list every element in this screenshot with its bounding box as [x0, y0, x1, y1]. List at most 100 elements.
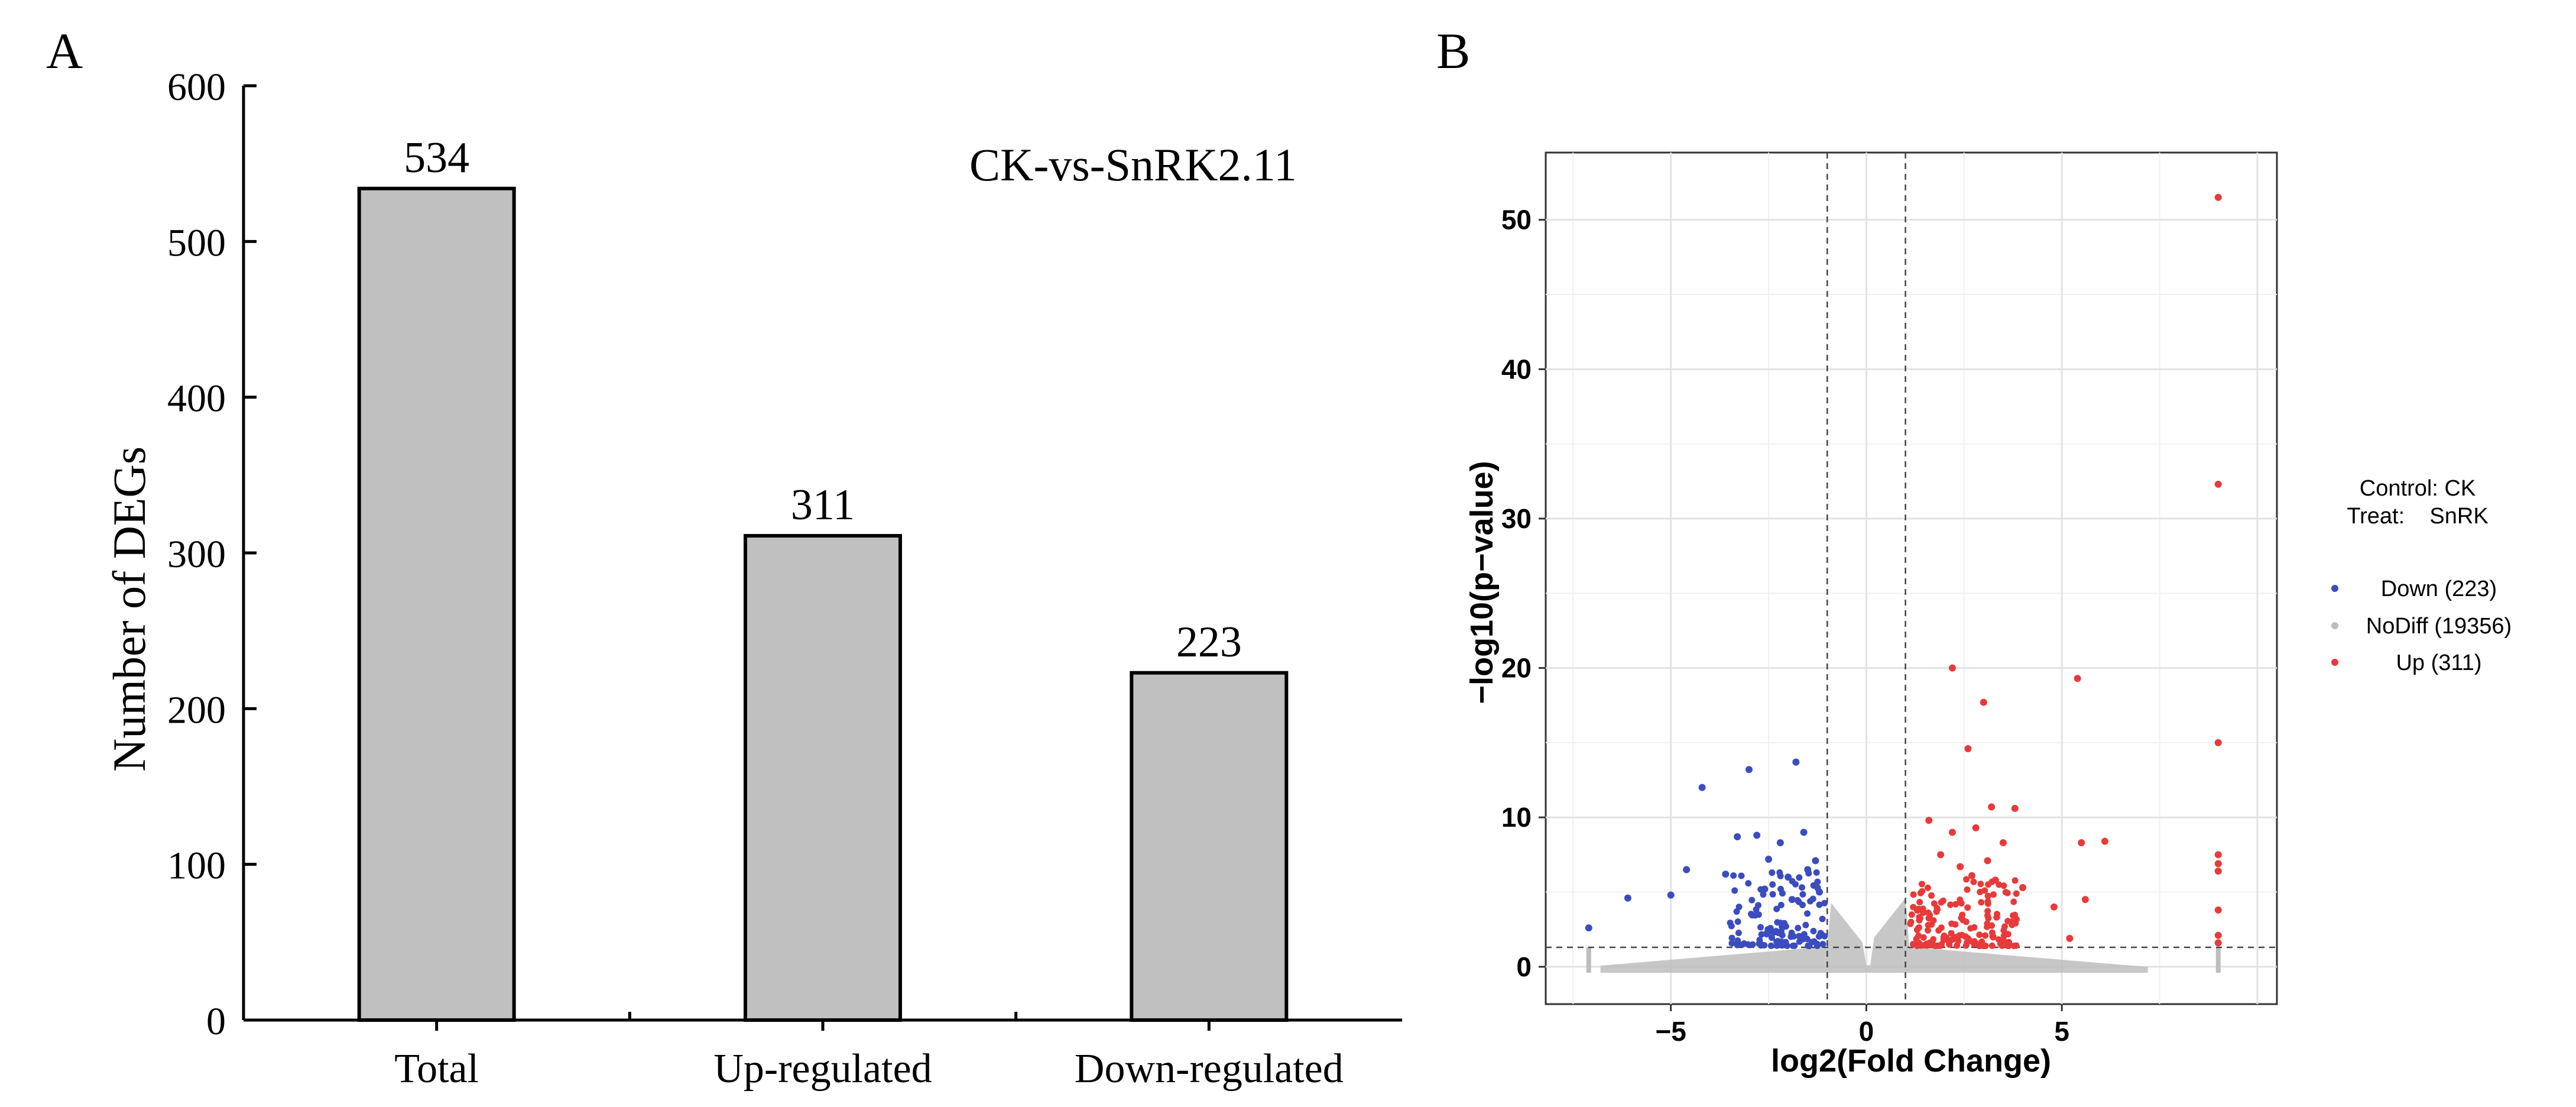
point-up-cluster — [1978, 899, 1985, 906]
point-down-cluster — [1805, 870, 1812, 877]
bar-chart-y-tick-label: 400 — [167, 377, 226, 420]
point-up — [2050, 903, 2058, 911]
point-up-cluster — [1933, 908, 1940, 915]
bar-chart-axes: 0 100 200 300 400 500 600 Total Up-regulated Down… — [167, 66, 1402, 1092]
point-down-cluster — [1796, 933, 1803, 940]
point-down-cluster — [1749, 941, 1756, 948]
point-down — [1753, 831, 1761, 839]
point-up — [1948, 664, 1956, 672]
point-down-cluster — [1728, 940, 1735, 947]
point-up-cluster — [2001, 940, 2009, 947]
point-down-cluster — [1753, 906, 1760, 913]
point-down-cluster — [1788, 929, 1795, 936]
point-up-cluster — [2000, 932, 2007, 939]
point-up-cluster — [1996, 881, 2003, 888]
point-up-cluster — [1995, 936, 2002, 943]
point-up — [2214, 480, 2222, 488]
point-up-cluster — [1984, 892, 1991, 899]
bar-chart-y-tick-label: 300 — [167, 533, 226, 576]
point-down-cluster — [1758, 931, 1765, 938]
point-up-cluster — [2013, 890, 2020, 897]
point-up — [1964, 745, 1972, 752]
point-up-cluster — [1907, 920, 1914, 927]
point-up-cluster — [2002, 889, 2009, 896]
point-up-cluster — [1977, 881, 1984, 888]
point-down-cluster — [1804, 910, 1811, 917]
point-down — [1667, 891, 1675, 899]
point-up-cluster — [1920, 934, 1927, 941]
volcano-y-tick-label: 0 — [1516, 951, 1532, 982]
point-down-cluster — [1757, 924, 1764, 931]
point-up-cluster — [1914, 906, 1921, 913]
volcano-grid — [1546, 153, 2277, 1004]
bar-value-label: 311 — [791, 481, 855, 529]
point-down-cluster — [1773, 928, 1780, 935]
point-up — [1988, 803, 1996, 811]
point-down-cluster — [1769, 934, 1776, 941]
point-up — [2101, 837, 2108, 845]
point-up-cluster — [1984, 908, 1991, 915]
point-up-cluster — [1981, 942, 1988, 949]
bar-value-label: 223 — [1176, 618, 1242, 666]
volcano-y-tick-label: 40 — [1501, 354, 1532, 384]
point-up — [1925, 817, 1933, 824]
point-up-cluster — [1910, 941, 1917, 948]
point-up — [1980, 698, 1987, 706]
point-up-cluster — [1962, 918, 1970, 925]
point-down-cluster — [1810, 882, 1817, 889]
point-down-cluster — [1789, 942, 1796, 949]
point-up — [2214, 939, 2222, 947]
point-up — [1984, 857, 1991, 865]
point-down-cluster — [1819, 940, 1826, 947]
point-up-cluster — [1928, 892, 1935, 899]
legend-up-swatch — [2331, 659, 2338, 666]
point-up-cluster — [1958, 914, 1965, 921]
bar-chart-category-label: Up-regulated — [713, 1046, 932, 1092]
point-up-cluster — [1935, 942, 1942, 949]
panel-a-bar-chart: A CK-vs-SnRK2.11 Number of DEGs 0 100 200 3… — [46, 22, 1402, 1092]
point-down-cluster — [1756, 940, 1763, 947]
legend-nodiff-label: NoDiff (19356) — [2366, 614, 2512, 639]
panel-b-label: B — [1436, 22, 1470, 79]
point-down-cluster — [1731, 887, 1738, 894]
point-up — [2214, 739, 2222, 746]
bar-chart-category-label: Down-regulated — [1075, 1046, 1344, 1092]
point-up-cluster — [1963, 876, 1970, 883]
bar-chart-title: CK-vs-SnRK2.11 — [969, 139, 1297, 190]
point-up — [2214, 851, 2222, 859]
point-up-cluster — [1919, 888, 1926, 895]
nodiff-right-stack — [2215, 947, 2221, 973]
volcano-nodiff-cloud — [1586, 898, 2221, 973]
point-up-cluster — [1981, 887, 1988, 894]
point-up-cluster — [1964, 904, 1971, 911]
point-up-cluster — [1990, 891, 1997, 898]
point-up-cluster — [2013, 916, 2020, 923]
bar-total — [357, 186, 516, 1022]
point-up-cluster — [1964, 886, 1971, 893]
bar-chart-bars: 534 311 223 — [357, 134, 1289, 1022]
point-down-cluster — [1803, 936, 1811, 943]
point-down-cluster — [1769, 869, 1776, 876]
point-down — [1585, 924, 1592, 932]
point-down-cluster — [1821, 899, 1828, 907]
point-up-cluster — [2010, 898, 2017, 905]
point-up-cluster — [1931, 900, 1938, 907]
point-up-cluster — [1993, 914, 2000, 921]
point-down — [1624, 894, 1631, 902]
point-down-cluster — [1734, 918, 1741, 925]
bar-up-regulated — [744, 534, 902, 1022]
volcano-y-axis-label: −log10(p−value) — [1464, 461, 1500, 704]
point-down-cluster — [1745, 880, 1752, 887]
point-down-cluster — [1782, 923, 1789, 930]
volcano-y-tick-label: 30 — [1501, 503, 1532, 534]
point-down-cluster — [1777, 902, 1785, 909]
point-down-cluster — [1800, 931, 1808, 938]
volcano-legend: Control: CK Treat: SnRK Down (223) NoDif… — [2331, 476, 2512, 675]
point-up-cluster — [1948, 920, 1955, 927]
point-up-cluster — [1919, 905, 1926, 912]
point-down-cluster — [1735, 904, 1743, 911]
point-up — [1948, 828, 1956, 836]
volcano-y-tick-label: 10 — [1501, 802, 1532, 833]
